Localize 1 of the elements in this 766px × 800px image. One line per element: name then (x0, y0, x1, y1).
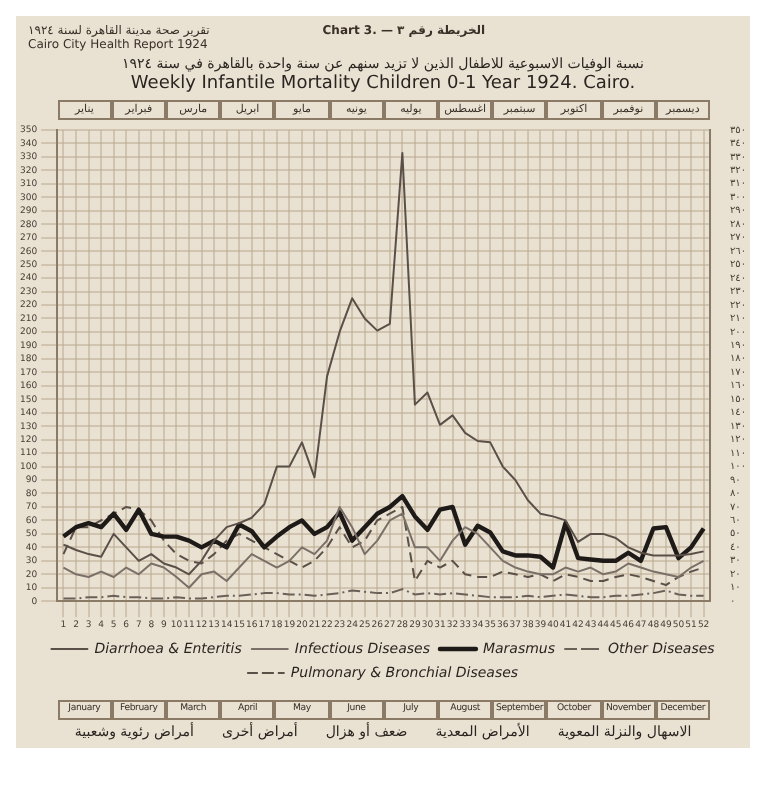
chart-title: Weekly Infantile Mortality Children 0-1 Year 1924. Cairo. (128, 74, 638, 94)
